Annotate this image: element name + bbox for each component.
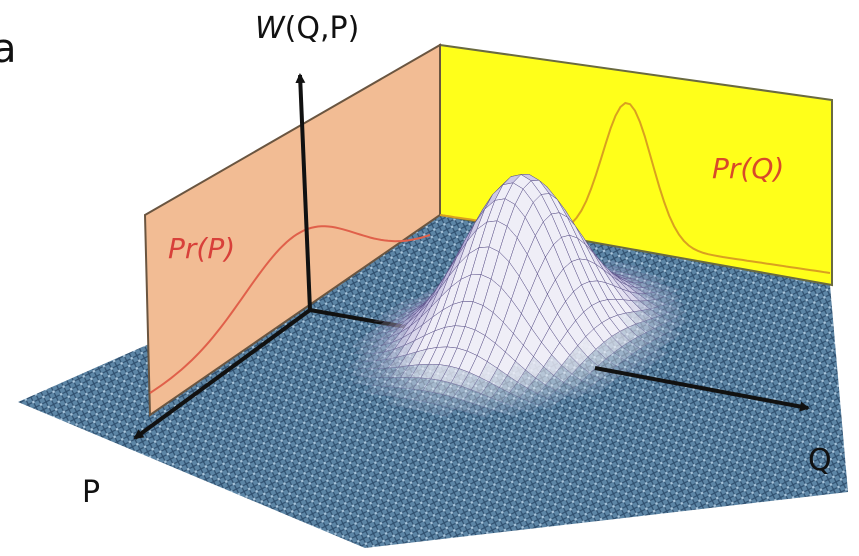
pr-q-label: Pr(Q) — [712, 152, 784, 185]
p-axis-label: P — [82, 475, 100, 510]
w-symbol: W — [255, 11, 286, 46]
w-axis-label: W(Q,P) — [255, 11, 359, 46]
q-axis-label: Q — [808, 443, 832, 478]
w-args: (Q,P) — [285, 11, 360, 46]
edge-fragment: a — [0, 26, 17, 72]
wigner-figure: a W(Q,P) Pr(Q) Pr(P) Q P — [0, 0, 859, 556]
pr-p-label: Pr(P) — [168, 232, 235, 265]
